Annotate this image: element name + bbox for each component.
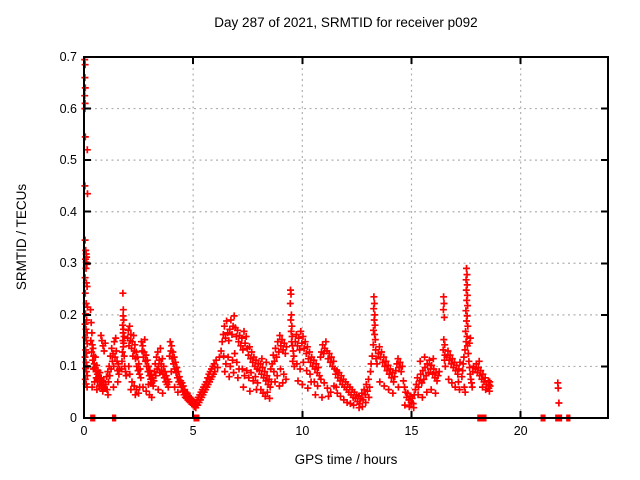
y-tick-label: 0.5 [59, 153, 77, 168]
x-tick-label: 10 [295, 424, 310, 438]
y-tick-label: 0.4 [59, 204, 77, 219]
y-axis-title: SRMTID / TECUs [14, 183, 29, 291]
y-tick-label: 0.7 [59, 50, 77, 64]
y-tick-label: 0 [70, 411, 77, 425]
x-tick-label: 20 [513, 424, 528, 438]
x-tick-label: 5 [189, 424, 197, 438]
plot-border [83, 56, 609, 419]
y-tick-label: 0.6 [59, 101, 77, 116]
x-axis-title: GPS time / hours [294, 452, 398, 467]
tick-marks [83, 56, 608, 419]
chart-title: Day 287 of 2021, SRMTID for receiver p09… [214, 15, 478, 30]
x-tick-label: 0 [80, 424, 88, 438]
y-tick-label: 0.2 [59, 307, 77, 322]
y-tick-label: 0.3 [59, 256, 77, 271]
x-tick-label: 15 [404, 424, 419, 438]
y-tick-label: 0.1 [59, 359, 77, 374]
